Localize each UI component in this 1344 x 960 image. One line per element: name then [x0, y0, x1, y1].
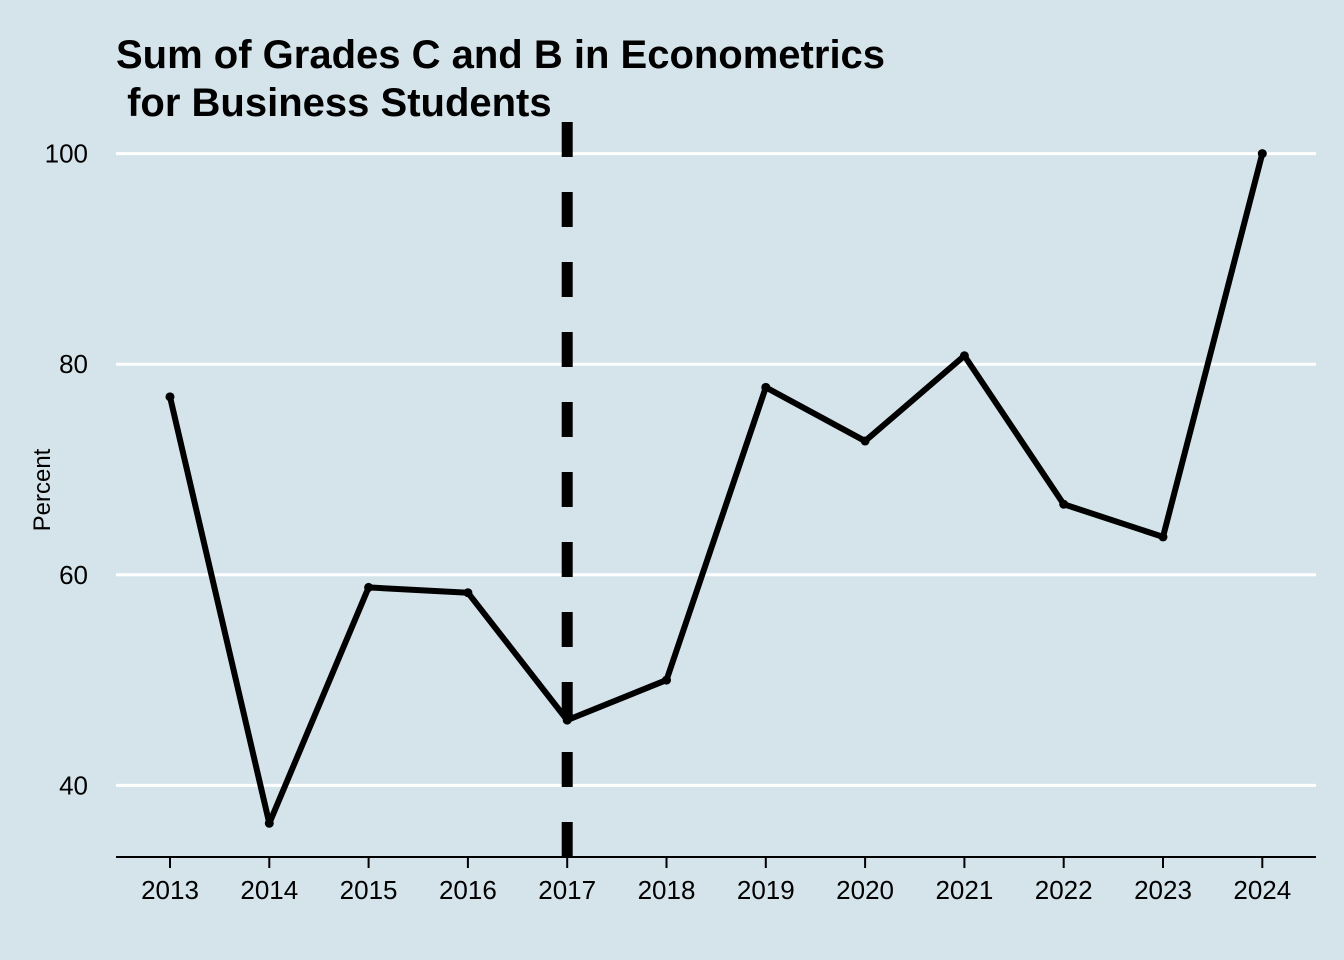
data-point-2022 — [1059, 499, 1069, 509]
data-point-2018 — [662, 675, 671, 685]
x-tick-label: 2015 — [340, 875, 398, 905]
x-axis — [116, 856, 1316, 868]
y-tick-label: 80 — [59, 349, 88, 379]
data-point-2019 — [761, 382, 771, 392]
data-point-2017 — [562, 715, 572, 725]
x-tick-label: 2018 — [638, 875, 696, 905]
data-point-2023 — [1158, 532, 1168, 542]
series-line — [167, 150, 1266, 827]
x-tick-label: 2020 — [836, 875, 894, 905]
chart-title-line-1: Sum of Grades C and B in Econometrics — [116, 33, 885, 77]
x-tick-label: 2014 — [240, 875, 298, 905]
series-group — [165, 149, 1267, 828]
grid-lines — [116, 152, 1316, 787]
data-point-2013 — [165, 392, 175, 402]
text-group: Sum of Grades C and B in Econometrics fo… — [29, 33, 1291, 905]
y-tick-label: 100 — [45, 139, 88, 169]
y-axis-label: Percent — [29, 448, 56, 531]
x-tick-label: 2023 — [1134, 875, 1192, 905]
data-point-2021 — [959, 351, 969, 361]
y-tick-label: 60 — [59, 560, 88, 590]
data-point-2014 — [264, 818, 274, 828]
data-point-2016 — [463, 588, 473, 598]
x-tick-label: 2017 — [538, 875, 596, 905]
x-tick-label: 2021 — [935, 875, 993, 905]
x-tick-label: 2019 — [737, 875, 795, 905]
data-point-2020 — [860, 436, 870, 446]
x-tick-label: 2013 — [141, 875, 199, 905]
chart-title-line-2: for Business Students — [116, 81, 552, 125]
x-tick-label: 2022 — [1035, 875, 1093, 905]
data-point-2015 — [364, 582, 374, 592]
data-point-2024 — [1257, 149, 1267, 159]
y-tick-label: 40 — [59, 770, 88, 800]
x-tick-label: 2024 — [1233, 875, 1291, 905]
x-tick-label: 2016 — [439, 875, 497, 905]
